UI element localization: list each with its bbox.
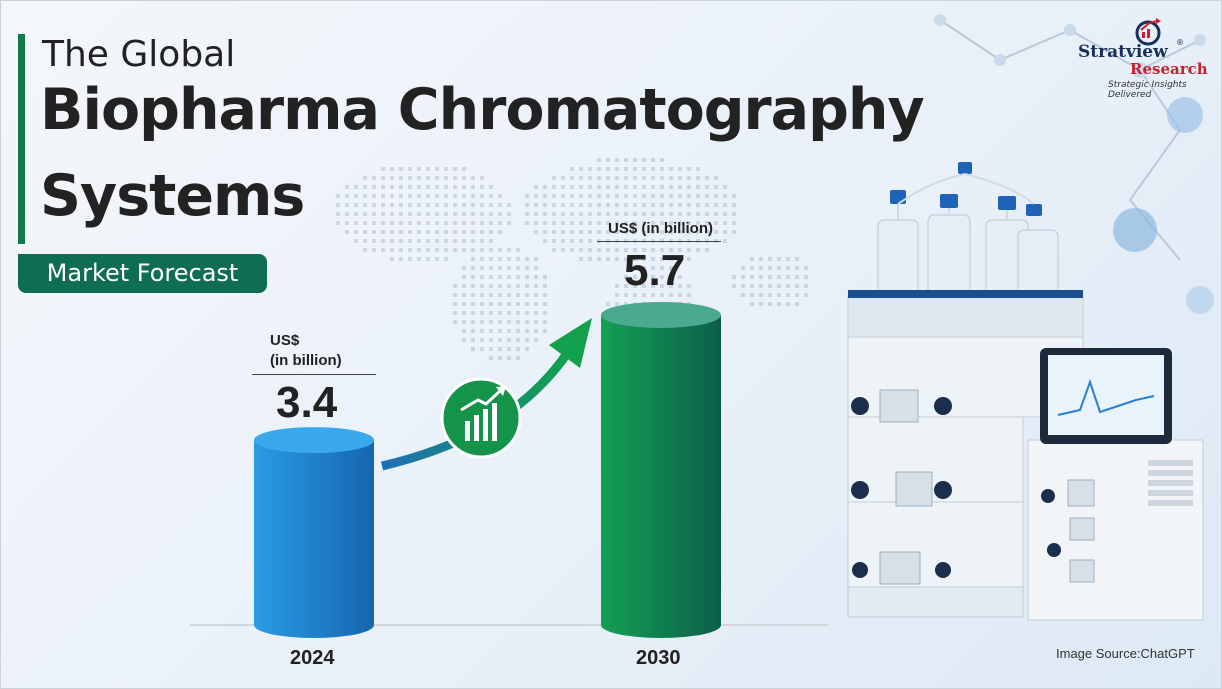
image-source-note: Image Source:ChatGPT xyxy=(1056,646,1195,661)
title-line-2: Biopharma Chromatography xyxy=(40,77,925,143)
bar-chart-up-icon xyxy=(440,377,522,459)
bar-2024 xyxy=(254,427,374,638)
value-label-2030: 5.7 xyxy=(624,246,686,295)
bar-top-2030 xyxy=(601,302,721,328)
molecule-decoration xyxy=(934,14,1214,314)
divider-2030 xyxy=(597,241,721,242)
title-line-1: The Global xyxy=(42,34,236,75)
category-label-2024: 2024 xyxy=(290,647,335,669)
bar-2030 xyxy=(601,302,721,638)
stratview-logo-icon xyxy=(1135,18,1161,46)
logo-name: Stratview xyxy=(1078,42,1168,62)
unit-label-2030: US$ (in billion) xyxy=(608,220,713,237)
bar-body-2030 xyxy=(601,315,721,638)
market-forecast-badge: Market Forecast xyxy=(18,254,267,293)
category-label-2030: 2030 xyxy=(636,647,681,669)
logo-registered-mark: ® xyxy=(1176,38,1184,47)
value-label-2024: 3.4 xyxy=(276,378,338,427)
stratview-logo: Stratview ® Research Strategic Insights … xyxy=(1072,18,1212,100)
title-line-3: Systems xyxy=(40,163,305,229)
unit-label-2024: US$ xyxy=(270,332,300,349)
unit-label-2024-line2: (in billion) xyxy=(270,352,342,369)
logo-tagline: Strategic Insights Delivered xyxy=(1108,80,1187,100)
trend-arrow-head xyxy=(549,318,592,368)
title-accent-bar xyxy=(18,34,25,244)
bar-top-2024 xyxy=(254,427,374,454)
divider-2024 xyxy=(252,374,376,375)
logo-sub: Research xyxy=(1130,60,1208,78)
bar-body-2024 xyxy=(254,440,374,638)
chromatography-system-illustration xyxy=(847,162,1204,621)
